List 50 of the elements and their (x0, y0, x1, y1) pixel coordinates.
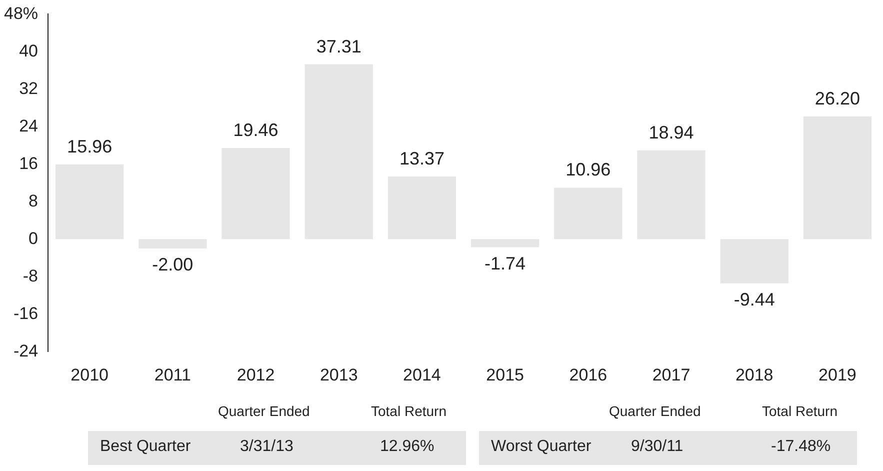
y-tick-label: 40 (19, 41, 38, 60)
data-label: 10.96 (566, 160, 611, 180)
bar (720, 239, 788, 284)
text: 3/31/13 (240, 438, 294, 456)
text: -17.48% (771, 438, 831, 456)
data-label: 18.94 (648, 122, 694, 142)
data-label: 26.20 (814, 88, 860, 108)
data-label: -1.74 (484, 253, 526, 274)
x-tick-label: 2010 (70, 365, 108, 384)
x-tick-label: 2018 (735, 365, 774, 384)
data-label: -9.44 (734, 289, 775, 310)
text: 12.96% (380, 438, 434, 456)
x-tick-label: 2011 (154, 365, 191, 384)
bar (470, 239, 540, 248)
data-label: 19.46 (233, 120, 278, 140)
x-tick-label: 2014 (403, 365, 441, 384)
x-tick-label: 2012 (236, 365, 275, 384)
y-tick-label: 32 (19, 78, 38, 98)
bar (138, 239, 207, 249)
y-tick-label: 24 (19, 116, 38, 136)
bar (637, 150, 706, 240)
x-tick-label: 2017 (652, 365, 690, 384)
y-tick-label: -8 (22, 266, 38, 286)
x-tick-label: 2015 (486, 365, 524, 384)
text: Worst Quarter (491, 438, 592, 456)
y-tick-label: 0 (28, 228, 38, 248)
x-tick-label: 2019 (818, 365, 856, 384)
x-tick-label: 2013 (320, 365, 358, 384)
bar (388, 176, 456, 240)
bar (304, 64, 373, 240)
y-tick-label: 48% (4, 4, 38, 23)
bar (56, 164, 124, 240)
data-label: 37.31 (316, 36, 362, 56)
text: Best Quarter (100, 438, 191, 456)
x-tick-label: 2016 (569, 365, 608, 384)
text: Total Return (762, 403, 838, 419)
bar (222, 148, 290, 240)
y-tick-label: -16 (13, 304, 38, 323)
data-label: -2.00 (152, 254, 194, 274)
y-tick-label: 8 (28, 191, 38, 210)
y-tick-label: -24 (13, 341, 38, 360)
data-label: 13.37 (399, 148, 444, 168)
bar (803, 116, 872, 240)
y-tick-label: 16 (19, 154, 38, 173)
text: Quarter Ended (609, 403, 701, 419)
text: Quarter Ended (218, 403, 310, 419)
text: Total Return (371, 403, 446, 419)
text: 9/30/11 (631, 438, 684, 456)
bar (554, 188, 622, 240)
data-label: 15.96 (67, 136, 112, 156)
